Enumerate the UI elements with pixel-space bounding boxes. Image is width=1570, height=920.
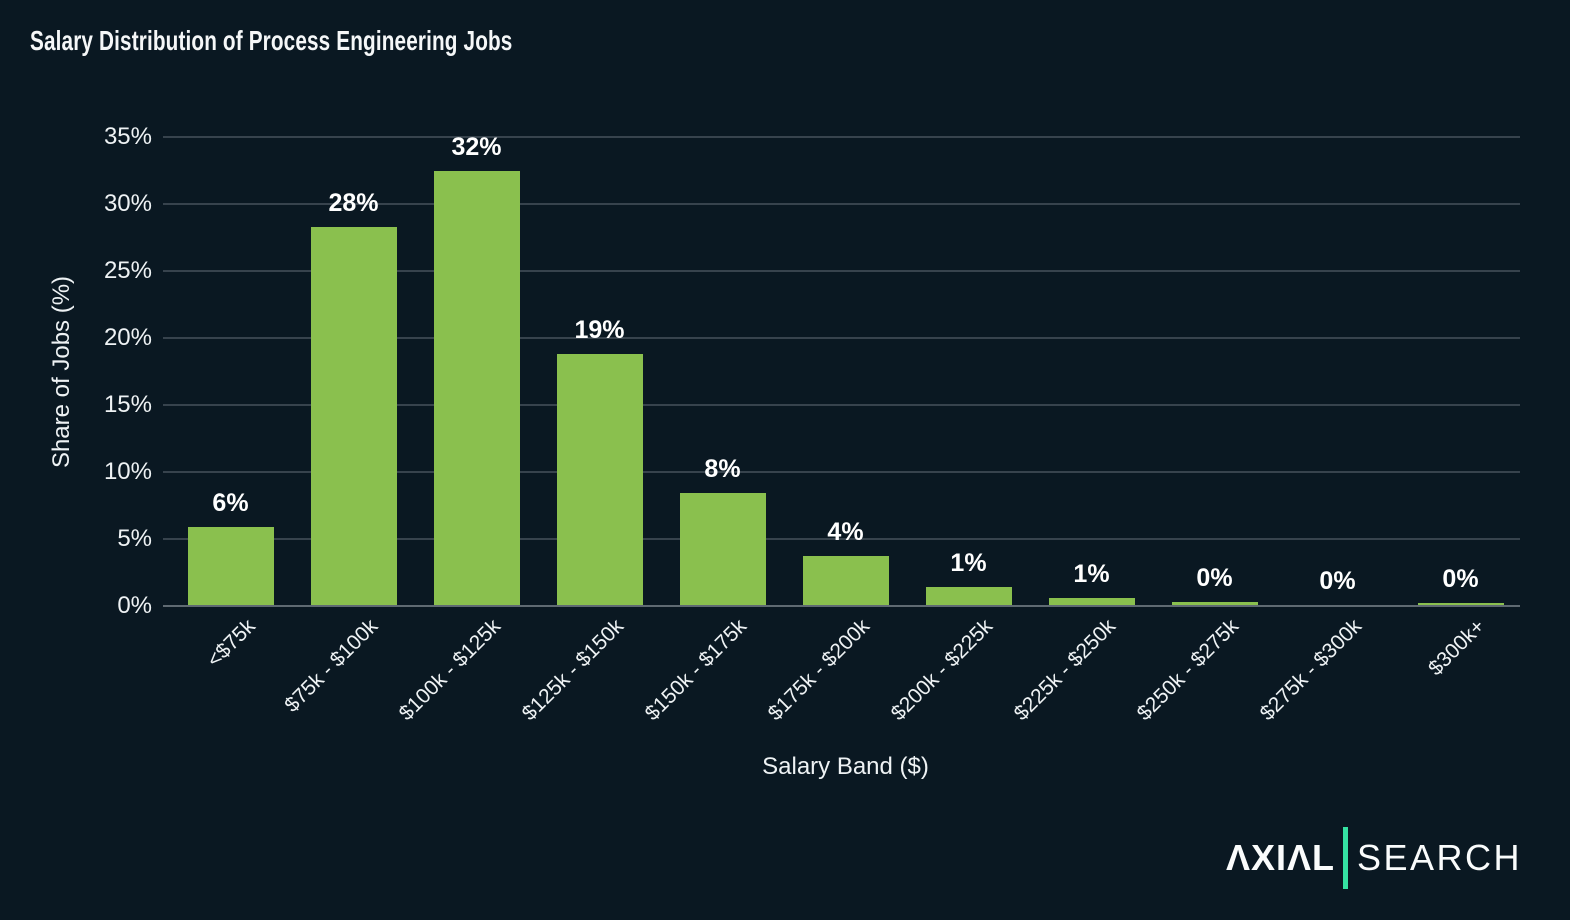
x-tick-label: $275k - $300k [1256,614,1367,726]
gridline [163,538,1520,540]
x-tick-label: $200k - $225k [887,614,998,726]
bar [925,587,1012,606]
x-tick-label: $250k - $275k [1133,614,1244,726]
bar [433,170,520,606]
bar [310,226,397,606]
y-axis-title: Share of Jobs (%) [48,275,75,469]
bar [556,354,643,606]
y-tick-label: 15% [103,391,152,418]
x-tick-label: $175k - $200k [764,614,875,726]
logo-divider [1342,827,1348,889]
chart-title: Salary Distribution of Process Engineeri… [30,25,513,56]
bar-value-label: 19% [574,316,625,345]
y-tick-label: 35% [103,123,152,150]
bar [1048,597,1135,606]
x-axis-line [163,605,1520,607]
bar [1171,601,1258,606]
bar [802,556,889,606]
bar-value-label: 0% [1442,565,1479,594]
x-tick-label: $75k - $100k [280,614,383,717]
y-tick-label: 20% [103,324,152,351]
y-tick-label: 25% [103,257,152,284]
y-tick-label: 10% [103,458,152,485]
gridline [163,203,1520,205]
bar-value-label: 28% [328,188,379,217]
bar-value-label: 1% [950,549,987,578]
bar [679,493,766,606]
gridline [163,270,1520,272]
gridline [163,404,1520,406]
bar-value-label: 8% [704,455,741,484]
bar [1417,603,1504,606]
x-tick-label: $150k - $175k [641,614,752,726]
search-wordmark: SEARCH [1356,837,1522,878]
gridline [163,471,1520,473]
bar-value-label: 6% [212,488,249,517]
x-tick-label: $225k - $250k [1010,614,1121,726]
bar-value-label: 32% [451,132,502,161]
bar-value-label: 0% [1319,567,1356,596]
x-tick-label: $100k - $125k [395,614,506,726]
gridline [163,136,1520,138]
bar-value-label: 1% [1073,559,1110,588]
bar-value-label: 4% [827,518,864,547]
axial-wordmark: ΛXIΛL [1225,837,1335,878]
gridline [163,337,1520,339]
x-tick-label: <$75k [202,614,260,672]
y-tick-label: 0% [117,592,152,619]
bar-value-label: 0% [1196,563,1233,592]
x-tick-label: $300k+ [1424,614,1490,681]
y-tick-label: 5% [117,525,152,552]
brand-logo: ΛXIΛL SEARCH [1226,826,1522,890]
x-tick-label: $125k - $150k [518,614,629,726]
y-tick-label: 30% [103,190,152,217]
bar [187,526,274,606]
x-axis-title: Salary Band ($) [762,753,929,780]
